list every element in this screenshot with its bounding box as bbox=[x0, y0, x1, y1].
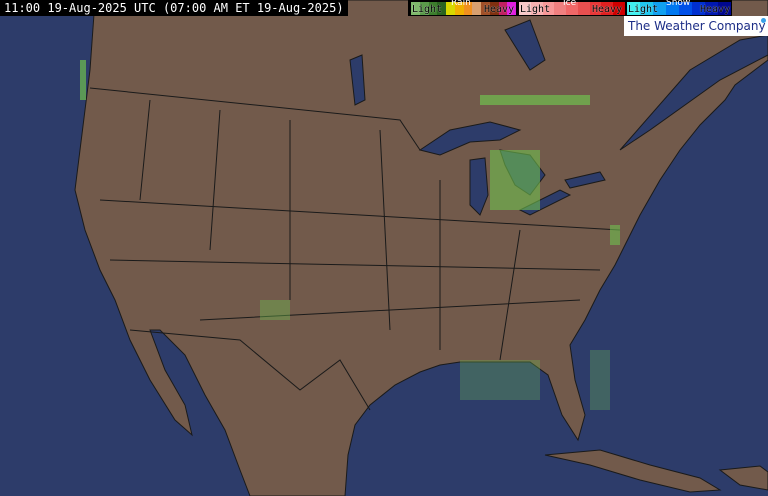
snow-color-swatch bbox=[627, 2, 640, 15]
precipitation-echoes bbox=[80, 60, 620, 410]
snow-color-swatch bbox=[679, 2, 692, 15]
ice-heavy: Heavy bbox=[592, 4, 623, 15]
st-lawrence bbox=[619, 34, 768, 151]
ice-color-swatch bbox=[530, 2, 543, 15]
snow-title: Snow bbox=[666, 0, 691, 8]
ice-color-swatch bbox=[566, 2, 578, 15]
lake-michigan bbox=[469, 157, 489, 216]
hudson-bay-inlet bbox=[504, 19, 546, 71]
ice-color-swatch bbox=[542, 2, 555, 15]
logo-dot-icon bbox=[761, 18, 766, 23]
snow-color-swatch bbox=[640, 2, 653, 15]
rain-color-swatch bbox=[481, 2, 490, 15]
rain-color-swatch bbox=[463, 2, 473, 15]
snow-scale bbox=[627, 2, 731, 15]
lake-ontario bbox=[564, 171, 606, 189]
hispaniola bbox=[718, 465, 768, 491]
rain-color-swatch bbox=[437, 2, 446, 15]
ice-color-swatch bbox=[589, 2, 602, 15]
precip-legend: Rain Ice Snow Light Heavy Light Heavy Li… bbox=[408, 0, 732, 16]
rain-color-swatch bbox=[454, 2, 464, 15]
ice-scale bbox=[519, 2, 626, 15]
weather-company-logo: The Weather Company bbox=[624, 16, 768, 36]
ice-light: Light bbox=[520, 4, 551, 15]
rain-scale bbox=[411, 2, 516, 15]
north-america-land bbox=[74, 0, 768, 496]
rain-color-swatch bbox=[428, 2, 438, 15]
rain-color-swatch bbox=[498, 2, 508, 15]
brand-text: The Weather Company bbox=[628, 19, 766, 33]
ice-title: Ice bbox=[563, 0, 577, 8]
lake-superior bbox=[418, 121, 522, 156]
snow-heavy: Heavy bbox=[700, 4, 731, 15]
rain-color-swatch bbox=[507, 2, 516, 15]
rain-color-swatch bbox=[472, 2, 481, 15]
rain-heavy: Heavy bbox=[484, 4, 515, 15]
rain-color-swatch bbox=[489, 2, 499, 15]
ice-color-swatch bbox=[613, 2, 626, 15]
ice-color-swatch bbox=[577, 2, 590, 15]
ice-color-swatch bbox=[601, 2, 614, 15]
snow-color-swatch bbox=[653, 2, 666, 15]
snow-light: Light bbox=[628, 4, 659, 15]
snow-color-swatch bbox=[718, 2, 731, 15]
rain-color-swatch bbox=[411, 2, 420, 15]
ice-color-swatch bbox=[554, 2, 567, 15]
cuba bbox=[544, 449, 722, 493]
snow-color-swatch bbox=[692, 2, 705, 15]
rain-color-swatch bbox=[446, 2, 455, 15]
rain-title: Rain bbox=[451, 0, 471, 8]
rain-color-swatch bbox=[419, 2, 429, 15]
ice-color-swatch bbox=[519, 2, 531, 15]
snow-color-swatch bbox=[705, 2, 718, 15]
lake-winnipeg bbox=[349, 54, 366, 106]
snow-color-swatch bbox=[666, 2, 679, 15]
rain-light: Light bbox=[412, 4, 443, 15]
